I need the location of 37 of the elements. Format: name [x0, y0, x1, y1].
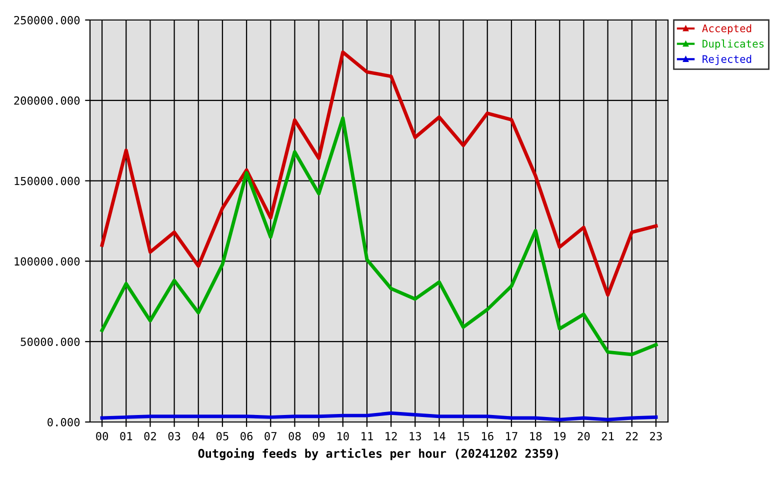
- x-tick-label: 19: [554, 432, 566, 440]
- x-tick-label: 00: [96, 432, 108, 440]
- line-series: [100, 116, 658, 356]
- x-tick-label: 09: [312, 432, 325, 440]
- y-tick-label: 200000.000: [14, 96, 80, 105]
- y-tick-label: 50000.000: [20, 338, 80, 346]
- x-tick-label: 18: [530, 432, 542, 440]
- legend-label: Accepted: [702, 24, 752, 34]
- legend-label: Rejected: [702, 54, 752, 65]
- x-tick-label: 08: [288, 432, 301, 440]
- x-tick-label: 20: [578, 432, 590, 440]
- x-tick-label: 02: [144, 432, 156, 440]
- y-tick-label: 100000.000: [14, 257, 80, 266]
- y-tick-label: 150000.000: [14, 176, 80, 186]
- x-tick-label: 05: [216, 432, 228, 440]
- x-tick-label: 01: [120, 432, 132, 440]
- x-tick-label: 04: [192, 432, 205, 440]
- x-tick-label: 06: [240, 432, 253, 440]
- x-tick-label: 14: [434, 432, 446, 440]
- x-tick-label: 03: [168, 432, 180, 440]
- y-tick-label: 250000.000: [14, 16, 80, 24]
- x-tick-label: 16: [482, 432, 494, 440]
- x-tick-label: 11: [362, 432, 373, 440]
- x-tick-label: 22: [626, 432, 638, 440]
- y-tick-label: 0.000: [48, 418, 80, 426]
- legend-label: Duplicates: [702, 40, 764, 50]
- line-series: [100, 411, 658, 422]
- x-tick-label: 21: [602, 432, 614, 440]
- x-tick-label: 23: [650, 432, 662, 440]
- x-tick-label: 07: [264, 432, 276, 440]
- x-tick-label: 10: [338, 432, 349, 440]
- x-tick-label: 12: [386, 432, 397, 440]
- x-tick-label: 17: [506, 432, 518, 440]
- x-tick-label: 15: [458, 432, 470, 440]
- line-series: [100, 50, 658, 297]
- x-tick-label: 13: [410, 432, 421, 440]
- x-axis-title: Outgoing feeds by articles per hour (20241202 2359): [198, 448, 558, 460]
